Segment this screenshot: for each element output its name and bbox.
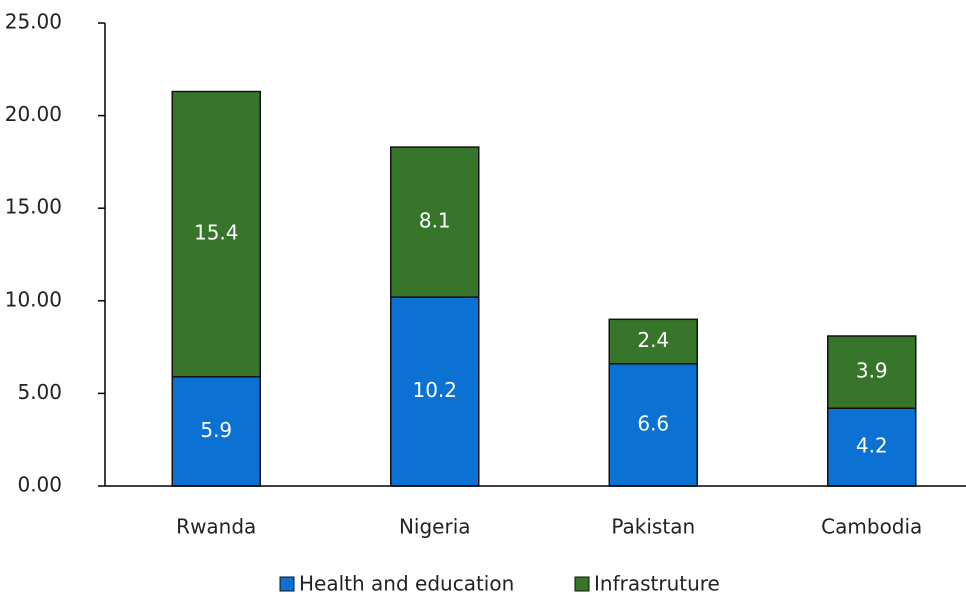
y-tick-label: 0.00 <box>17 473 62 497</box>
data-label: 5.9 <box>200 418 232 442</box>
bar <box>390 146 480 298</box>
bar <box>608 363 698 487</box>
x-tick-label: Rwanda <box>176 515 256 539</box>
y-tick-label: 5.00 <box>17 380 62 404</box>
y-tick-label: 25.00 <box>5 10 62 34</box>
data-label: 10.2 <box>412 378 457 402</box>
legend-swatch <box>574 576 590 592</box>
data-label: 15.4 <box>194 221 239 245</box>
data-label: 2.4 <box>637 328 669 352</box>
x-tick-label: Pakistan <box>611 515 695 539</box>
legend-label: Health and education <box>299 572 514 596</box>
bar <box>171 90 261 378</box>
x-tick-label: Cambodia <box>821 515 922 539</box>
bar <box>827 407 917 487</box>
legend-label: Infrastruture <box>594 572 720 596</box>
data-label: 8.1 <box>419 209 451 233</box>
bar <box>390 296 480 487</box>
x-tick-label: Nigeria <box>399 515 471 539</box>
y-tick-label: 15.00 <box>5 195 62 219</box>
y-tick-label: 10.00 <box>5 287 62 311</box>
bar <box>827 335 917 409</box>
data-label: 3.9 <box>856 359 888 383</box>
data-label: 6.6 <box>637 411 669 435</box>
data-label: 4.2 <box>856 434 888 458</box>
y-tick-label: 20.00 <box>5 102 62 126</box>
bar <box>608 318 698 365</box>
legend-swatch <box>279 576 295 592</box>
